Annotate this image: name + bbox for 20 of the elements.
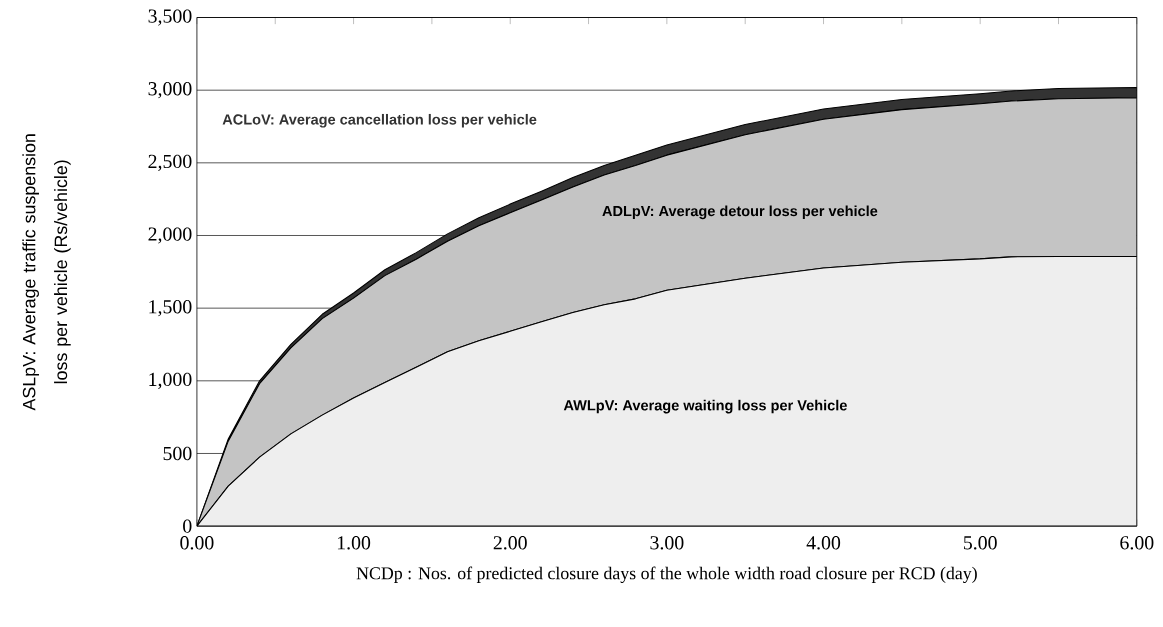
- y-tick-label: 3,000: [148, 82, 192, 99]
- x-tick-label: 5.00: [963, 536, 997, 550]
- y-axis-title: ASLpV: Average traffic suspension loss per vehicle (Rs/vehicle): [22, 134, 71, 411]
- y-tick-label: 2,500: [148, 154, 192, 172]
- series-label: AWLpV: Average waiting loss per Vehicle: [563, 399, 847, 414]
- x-tick-label: 4.00: [806, 536, 841, 550]
- x-axis-title: NCDp : Nos. of predicted closure days of the whole width road closure per RCD (day): [356, 566, 977, 584]
- y-tick-label: 2,000: [148, 227, 192, 244]
- x-tick-label: 3.00: [650, 536, 684, 550]
- y-tick-label: 0: [183, 519, 192, 534]
- x-tick-label: 2.00: [493, 536, 527, 550]
- series-label: ADLpV: Average detour loss per vehicle: [602, 205, 878, 220]
- y-tick-label: 3,500: [148, 9, 192, 26]
- text: ACLoV: Average cancellation loss per vehicle: [222, 114, 537, 128]
- x-tick-label: 1.00: [337, 536, 371, 550]
- y-tick-label: 1,500: [149, 300, 192, 317]
- x-tick-label: 6.00: [1120, 536, 1154, 550]
- y-tick-label: 500: [163, 446, 192, 461]
- y-tick-label: 1,000: [149, 372, 192, 390]
- x-tick-label: 0.00: [180, 536, 214, 550]
